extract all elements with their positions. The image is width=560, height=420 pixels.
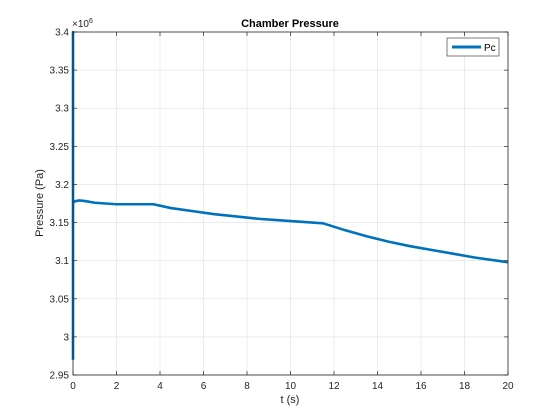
x-tick-label: 16: [415, 381, 427, 392]
chart-title: Chamber Pressure: [241, 18, 339, 30]
y-axis-exponent: ×106: [72, 18, 93, 30]
y-tick-label: 3.2: [55, 180, 69, 191]
x-tick-label: 14: [372, 381, 384, 392]
x-tick-label: 8: [244, 381, 250, 392]
y-tick-label: 3.15: [50, 218, 70, 229]
x-tick-label: 2: [114, 381, 120, 392]
y-tick-label: 3.35: [50, 66, 70, 77]
y-axis-exponent-power: 6: [89, 18, 93, 25]
y-tick-label: 3.1: [55, 256, 69, 267]
y-axis-exponent-base: ×10: [72, 19, 89, 30]
y-tick-label: 3.4: [55, 28, 69, 39]
legend-label-pc: Pc: [484, 43, 496, 54]
x-tick-label: 0: [70, 381, 76, 392]
y-axis-label: Pressure (Pa): [34, 169, 46, 237]
y-tick-label: 2.95: [50, 371, 70, 382]
y-tick-label: 3: [63, 332, 69, 343]
x-tick-label: 18: [459, 381, 471, 392]
x-tick-label: 12: [328, 381, 340, 392]
x-tick-label: 6: [201, 381, 207, 392]
x-tick-label: 4: [157, 381, 163, 392]
y-tick-label: 3.05: [50, 294, 70, 305]
x-tick-label: 20: [502, 381, 514, 392]
tick-layer: 0 2 4 6 8 10 12 14 16 18 20 2.95 3 3.05 3.1 3.15 3.2 3.25…: [50, 28, 514, 393]
x-tick-label: 10: [285, 381, 297, 392]
y-tick-label: 3.25: [50, 142, 70, 153]
y-tick-label: 3.3: [55, 104, 69, 115]
legend: Pc: [447, 38, 499, 56]
x-axis-label: t (s): [281, 394, 300, 406]
